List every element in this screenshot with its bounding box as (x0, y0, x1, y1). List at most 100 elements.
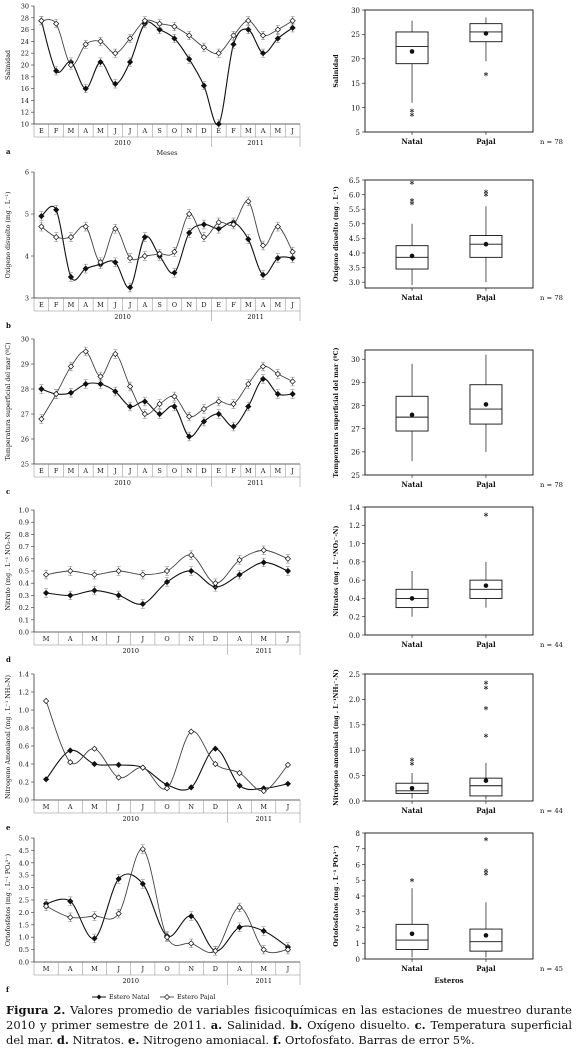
n-label: n = 45 (540, 965, 563, 973)
data-point (200, 44, 208, 51)
data-point (215, 410, 222, 418)
data-point (53, 20, 60, 27)
x-tick-label: J (286, 635, 290, 643)
y-tick-label: 0.1 (19, 616, 29, 624)
data-point (186, 413, 193, 420)
y-tick-label: 1.4 (349, 504, 361, 512)
x-tick-label: J (286, 803, 290, 811)
x-tick-label: E (39, 127, 44, 135)
y-axis-title: Nitrógeno amoniacal (mg . L⁻¹NH₃⁻-N) (333, 669, 340, 806)
x-tick-label: M (91, 635, 98, 643)
y-tick-label: 4.5 (349, 235, 360, 243)
data-point (156, 20, 163, 27)
data-point (259, 50, 267, 57)
y-tick-label: 5 (356, 877, 360, 885)
x-tick-label: M (91, 965, 98, 973)
data-point (186, 32, 193, 39)
x-tick-label: E (216, 467, 221, 475)
y-tick-label: 4 (25, 253, 29, 261)
y-tick-label: 10 (351, 104, 360, 112)
data-point (274, 26, 281, 33)
series-line (41, 19, 293, 66)
data-point (97, 259, 104, 266)
data-point (186, 56, 193, 63)
y-tick-label: 0.2 (349, 614, 360, 622)
x-tick-label: S (157, 467, 161, 475)
y-tick-label: 1 (356, 940, 360, 948)
y-tick-label: 27 (351, 426, 360, 434)
plot-frame (364, 673, 534, 802)
data-point (91, 571, 98, 578)
year-label: 2010 (122, 977, 139, 985)
y-axis-title: Temperatura superficial del mar (ºC) (333, 347, 340, 477)
y-tick-label: 20 (351, 56, 360, 64)
x-tick-label: A (82, 127, 88, 135)
data-point (53, 390, 60, 398)
x-tick-label: J (141, 635, 145, 643)
data-point (67, 234, 75, 241)
data-point (186, 210, 193, 218)
x-tick-label: Natal (401, 137, 423, 146)
data-point (259, 363, 267, 370)
data-point (112, 350, 119, 358)
y-tick-label: 4.0 (349, 250, 360, 258)
n-label: n = 44 (540, 807, 563, 815)
data-point (53, 67, 60, 74)
data-point (38, 213, 45, 220)
x-tick-label: A (141, 127, 147, 135)
x-tick-label: M (260, 803, 267, 811)
x-tick-label: D (201, 301, 206, 309)
series-line (40, 20, 293, 126)
y-tick-label: 30 (21, 3, 29, 11)
data-point (215, 120, 222, 128)
data-point (115, 567, 122, 575)
y-tick-label: 6.5 (349, 177, 360, 185)
data-point (284, 780, 292, 787)
x-tick-label: Pajal (476, 480, 496, 489)
y-tick-label: 4 (356, 893, 361, 901)
x-tick-label: F (231, 467, 236, 475)
data-point (236, 769, 243, 777)
y-tick-label: 6 (356, 861, 361, 869)
y-axis-title: Salinidad (5, 50, 12, 80)
x-tick-label: O (164, 803, 169, 811)
y-tick-label: 26 (351, 449, 360, 457)
box-chart: 25 26 27 28 29 30 Temperatura superficial del … (333, 347, 563, 489)
y-tick-label: 25 (351, 472, 360, 480)
data-point (82, 380, 89, 388)
data-point (284, 761, 292, 768)
data-point (259, 271, 267, 278)
x-tick-label: A (141, 467, 147, 475)
y-tick-label: 0.7 (19, 543, 29, 551)
data-point (97, 373, 104, 380)
y-axis-title: Nitratos (mg . L⁻¹NO₃⁻-N) (333, 525, 340, 616)
box-outlier: * (484, 189, 489, 199)
y-tick-label: 0.5 (19, 568, 29, 576)
data-point (200, 234, 208, 241)
x-tick-label: M (97, 467, 104, 475)
x-tick-label: O (172, 301, 177, 309)
data-point (245, 236, 252, 243)
box-outlier: * (484, 72, 489, 82)
data-point (215, 398, 222, 405)
data-point (200, 221, 208, 228)
data-point (67, 363, 75, 370)
data-point (67, 914, 74, 921)
x-tick-label: J (128, 127, 132, 135)
data-point (284, 567, 292, 575)
box-outlier: * (484, 734, 489, 744)
data-point (188, 728, 195, 735)
data-point (260, 559, 267, 566)
line-chart-d: 0.0 0.1 0.2 0.3 0.4 0.5 0.6 0.7 0.8 0.9 1.0 M A M J J O N… (5, 507, 301, 664)
data-point (212, 760, 219, 768)
x-tick-label: F (231, 301, 236, 309)
box-chart: 0.0 0.5 1.0 1.5 2.0 2.5 Nitrógeno amoniacal (m… (333, 669, 563, 815)
y-tick-label: 28 (351, 402, 360, 410)
data-point (112, 259, 119, 266)
x-tick-label: J (113, 467, 117, 475)
data-point (38, 17, 45, 24)
y-tick-label: 0.6 (19, 743, 29, 751)
data-point (171, 248, 178, 255)
data-point (112, 225, 119, 232)
